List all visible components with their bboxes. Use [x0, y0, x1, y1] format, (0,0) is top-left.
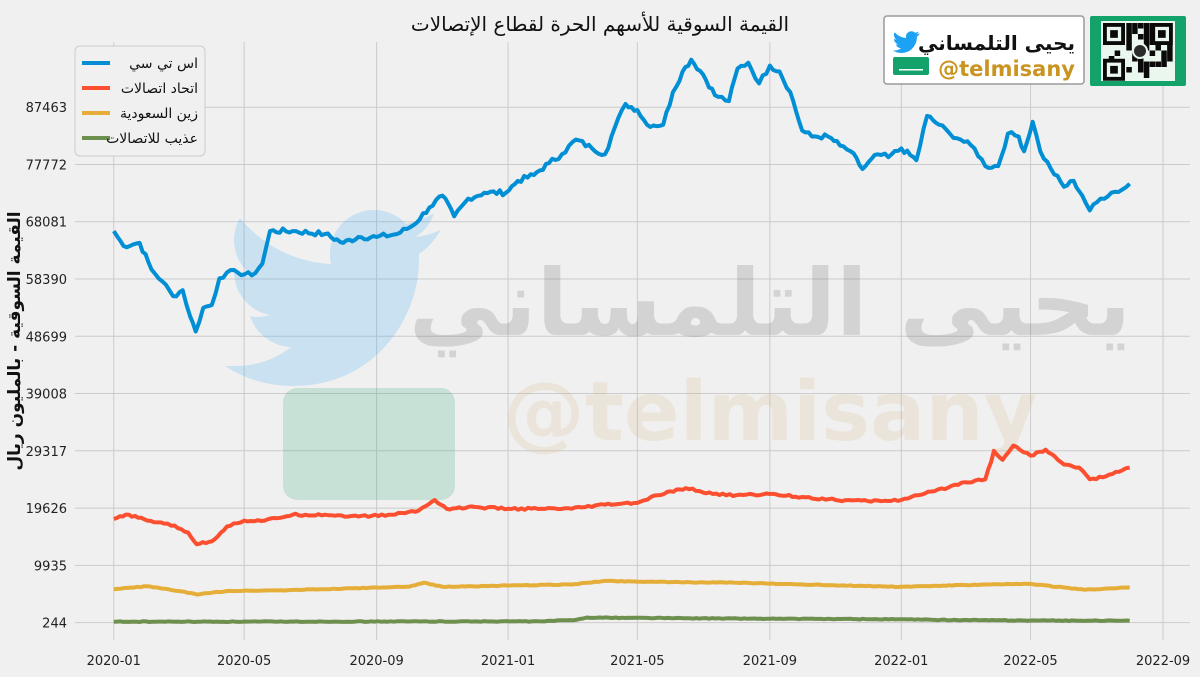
- qr-cell: [1149, 39, 1156, 45]
- x-tick-label: 2021-09: [743, 654, 797, 669]
- y-tick-label: 9935: [34, 559, 67, 574]
- y-tick-label: 244: [42, 617, 67, 632]
- qr-cell: [1143, 39, 1150, 45]
- qr-cell: [1143, 23, 1150, 29]
- legend-label-atheeb: عذيب للاتصالات: [106, 131, 198, 147]
- watermark-handle: @telmisany: [503, 365, 1037, 460]
- legend-label-etihad: اتحاد اتصالات: [121, 81, 198, 97]
- x-tick-label: 2021-01: [481, 654, 535, 669]
- y-tick-label: 58390: [26, 273, 67, 288]
- branding-card-bg: [883, 15, 1085, 85]
- qr-cell: [1155, 61, 1161, 67]
- branding-card: يحيى التلمساني @telmisany: [883, 15, 1085, 85]
- qr-cell: [1143, 61, 1150, 67]
- qr-cell: [1137, 61, 1144, 67]
- x-tick-label: 2022-01: [874, 654, 928, 669]
- saudi-flag-sword: [899, 69, 923, 71]
- qr-code-icon: [1090, 16, 1186, 86]
- qr-cell: [1126, 34, 1132, 40]
- qr-cell: [1149, 61, 1156, 67]
- series-layer: [112, 57, 1132, 624]
- qr-finder-core: [1158, 30, 1166, 38]
- qr-cell: [1126, 28, 1132, 34]
- series-line-etihad: [113, 443, 1131, 547]
- qr-cell: [1161, 50, 1167, 56]
- watermark-saudi-flag-icon: [283, 388, 455, 500]
- qr-finder-core: [1110, 30, 1118, 38]
- qr-cell: [1126, 39, 1132, 45]
- y-axis-label: القيمة السوقية - بالمليون ريال: [5, 211, 25, 470]
- qr-cell: [1108, 56, 1115, 62]
- qr-cell: [1126, 67, 1132, 73]
- qr-cell: [1137, 67, 1144, 73]
- series-line-stc: [112, 57, 1132, 334]
- brand-name: يحيى التلمساني: [918, 31, 1075, 56]
- qr-cell: [1137, 34, 1144, 40]
- brand-handle: @telmisany: [938, 57, 1075, 81]
- qr-cell: [1161, 56, 1167, 62]
- y-tick-label: 39008: [26, 388, 67, 403]
- x-tick-label: 2020-09: [349, 654, 403, 669]
- qr-cell: [1143, 34, 1150, 40]
- qr-cell: [1132, 23, 1138, 29]
- qr-cell: [1132, 56, 1138, 62]
- legend-label-zain: زين السعودية: [120, 106, 198, 122]
- x-tick-label: 2022-05: [1003, 654, 1057, 669]
- qr-cell: [1132, 28, 1138, 34]
- qr-cell: [1167, 50, 1173, 56]
- y-tick-label: 48699: [26, 330, 67, 345]
- tick-labels: 244 9935 19626 29317 39008 48699 58390 68081 777…: [26, 101, 1191, 669]
- qr-cell: [1143, 67, 1150, 73]
- saudi-flag-icon: [893, 57, 929, 75]
- y-tick-label: 29317: [26, 445, 67, 460]
- watermark-name: يحيى التلمساني: [409, 250, 1131, 357]
- qr-cell: [1167, 45, 1173, 51]
- qr-cell: [1143, 28, 1150, 34]
- y-tick-label: 87463: [26, 101, 67, 116]
- qr-center-logo: [1132, 43, 1148, 59]
- legend-box: [74, 45, 206, 157]
- chart-title: القيمة السوقية للأسهم الحرة لقطاع الإتصا…: [411, 12, 789, 36]
- qr-cell: [1143, 72, 1150, 78]
- qr-cell: [1161, 61, 1167, 67]
- twitter-bird-icon: [892, 31, 920, 53]
- qr-cell: [1126, 45, 1132, 51]
- x-tick-label: 2020-05: [217, 654, 271, 669]
- qr-cell: [1155, 45, 1161, 51]
- qr-cell: [1149, 23, 1156, 29]
- watermark-twitter-bird-icon: [225, 210, 440, 386]
- qr-cell: [1114, 50, 1121, 56]
- y-tick-label: 77772: [26, 158, 67, 173]
- legend: اس تي سي اتحاد اتصالات زين السعودية عذيب لل…: [74, 45, 206, 157]
- y-tick-label: 19626: [26, 502, 67, 517]
- y-tick-label: 68081: [26, 216, 67, 231]
- series-line-atheeb: [113, 615, 1130, 624]
- qr-cell: [1149, 34, 1156, 40]
- watermark: يحيى التلمساني @telmisany: [225, 210, 1131, 500]
- qr-finder-core: [1110, 65, 1118, 74]
- qr-cell: [1167, 56, 1173, 62]
- x-tick-label: 2022-09: [1136, 654, 1190, 669]
- x-tick-label: 2021-05: [610, 654, 664, 669]
- series-line-zain: [113, 578, 1130, 597]
- qr-cell: [1149, 50, 1156, 56]
- qr-cell: [1149, 28, 1156, 34]
- x-tick-label: 2020-01: [87, 654, 141, 669]
- qr-cell: [1137, 23, 1144, 29]
- qr-cell: [1126, 23, 1132, 29]
- legend-label-stc: اس تي سي: [129, 56, 198, 72]
